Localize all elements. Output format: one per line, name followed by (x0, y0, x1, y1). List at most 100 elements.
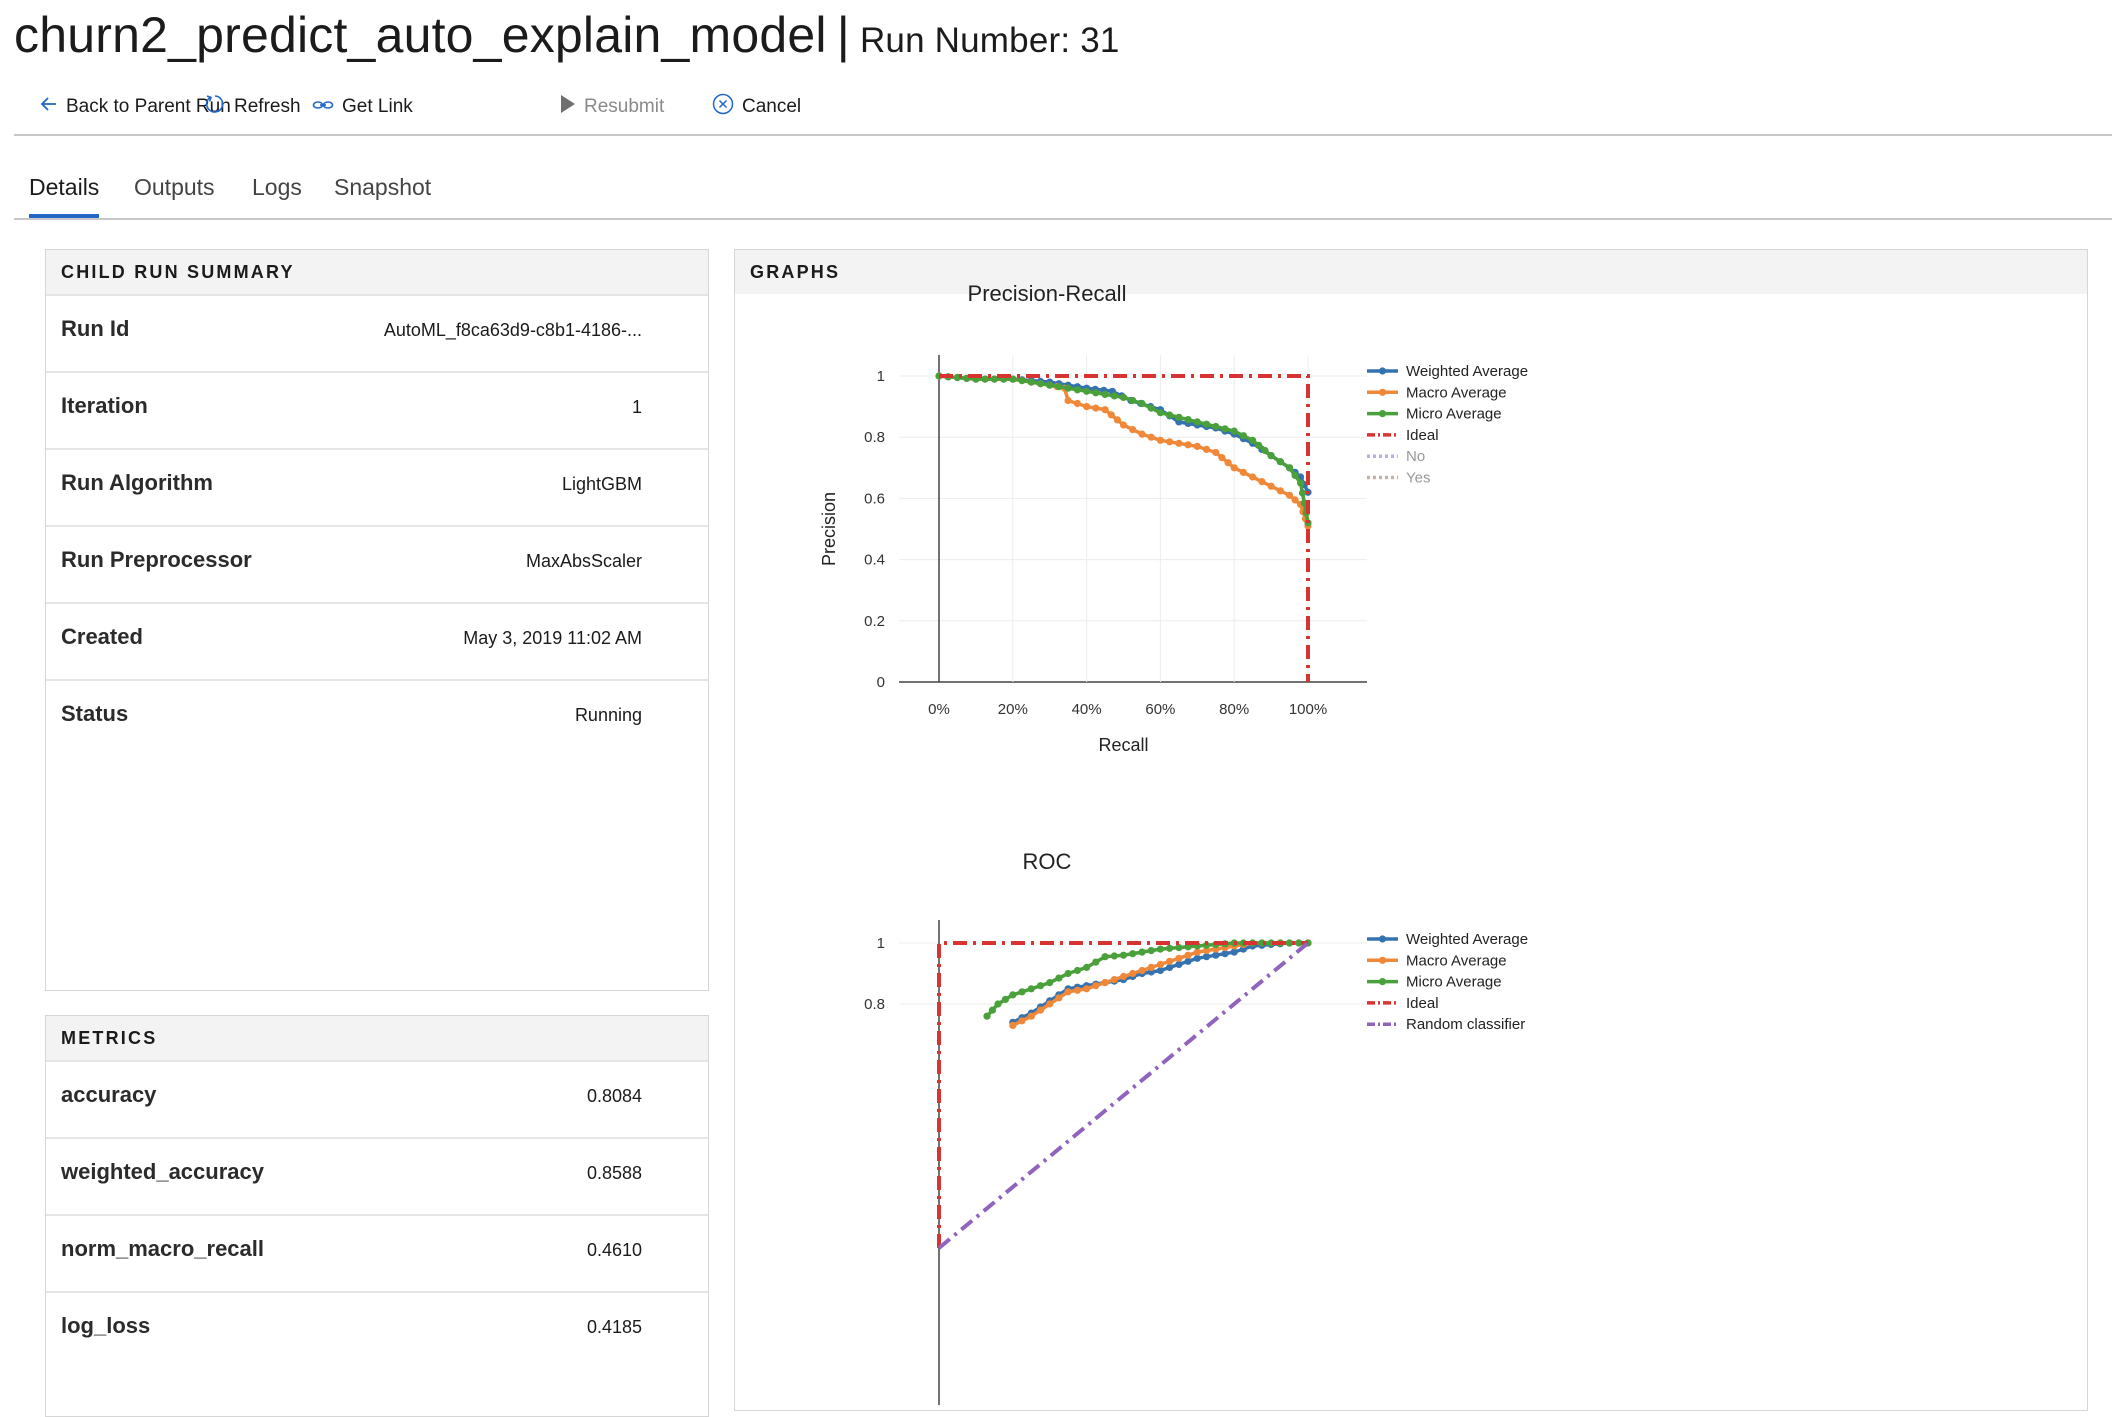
data-point (1239, 468, 1247, 476)
legend-marker (1378, 367, 1387, 375)
metric-row-log-loss: log_loss 0.4185 (46, 1291, 708, 1368)
summary-key: Created (61, 624, 143, 649)
data-point (1202, 941, 1211, 949)
data-point (1221, 425, 1229, 433)
series-line-weighted-average (1012, 941, 1308, 1024)
data-point (1092, 404, 1100, 412)
command-bar: Back to Parent Run Refresh Get Link Resu… (14, 90, 2112, 136)
x-axis-label: Recall (1098, 735, 1148, 755)
data-point (1073, 986, 1081, 994)
refresh-button[interactable]: Refresh (204, 90, 301, 124)
x-tick-label: 80% (1219, 701, 1249, 718)
data-point (1193, 954, 1201, 962)
resubmit-button[interactable]: Resubmit (560, 90, 664, 124)
summary-row-run-preprocessor: Run Preprocessor MaxAbsScaler (46, 525, 708, 602)
data-point (1175, 954, 1183, 962)
legend-marker (1378, 410, 1387, 418)
play-icon (560, 94, 576, 120)
data-point (1276, 458, 1284, 466)
summary-row-run-algorithm: Run Algorithm LightGBM (46, 448, 708, 525)
data-point (1291, 471, 1299, 479)
data-point (1046, 381, 1054, 389)
data-point (1297, 479, 1305, 487)
y-tick-label: 0.8 (864, 429, 885, 446)
refresh-icon (204, 93, 226, 121)
data-point (1055, 974, 1063, 982)
graphs-panel: GRAPHS Precision-Recall 0 0.2 0.4 0.6 0.8 1 0% 2… (734, 249, 2088, 1411)
data-point (1138, 948, 1146, 956)
metric-key: log_loss (61, 1313, 151, 1338)
data-point (1110, 392, 1118, 400)
legend-label: Ideal (1406, 427, 1439, 444)
data-point (1027, 985, 1035, 993)
series-line-ideal (939, 374, 1310, 682)
metrics-title: METRICS (46, 1016, 708, 1060)
data-point (1101, 406, 1109, 414)
data-point (1230, 427, 1238, 435)
data-point (1224, 459, 1232, 467)
legend-label: Micro Average (1406, 974, 1502, 991)
child-run-summary-title: CHILD RUN SUMMARY (46, 250, 708, 294)
summary-key: Status (61, 701, 129, 726)
metric-value: 0.8588 (586, 1163, 642, 1183)
data-point (1147, 947, 1155, 955)
back-to-parent-run-label: Back to Parent Run (66, 96, 231, 117)
data-point (1064, 969, 1072, 978)
back-to-parent-run-button[interactable]: Back to Parent Run (40, 90, 231, 124)
metrics-panel: METRICS accuracy 0.8084 weighted_accurac… (45, 1015, 709, 1417)
metric-row-accuracy: accuracy 0.8084 (46, 1060, 708, 1137)
chart-title: ROC (1023, 849, 1072, 874)
data-point (1036, 380, 1045, 388)
summary-row-created: Created May 3, 2019 11:02 AM (46, 602, 708, 679)
legend-marker (1378, 978, 1387, 986)
link-icon (312, 96, 334, 118)
legend-label: Micro Average (1406, 406, 1502, 423)
summary-key: Iteration (61, 393, 148, 418)
data-point (1113, 416, 1121, 424)
metric-row-norm-macro-recall: norm_macro_recall 0.4610 (46, 1214, 708, 1291)
data-point (1027, 1012, 1035, 1020)
data-point (1083, 403, 1091, 411)
title-separator: | (836, 7, 850, 63)
data-point (1129, 969, 1137, 978)
get-link-button[interactable]: Get Link (312, 90, 413, 124)
data-point (1119, 393, 1128, 401)
data-point (1138, 430, 1146, 438)
refresh-label: Refresh (234, 96, 301, 117)
metric-value: 0.4185 (586, 1317, 642, 1337)
data-point (990, 375, 998, 383)
summary-value: Running (574, 705, 642, 725)
cancel-button[interactable]: Cancel (712, 90, 801, 124)
summary-row-run-id: Run Id AutoML_f8ca63d9-c8b1-4186-... (46, 294, 708, 371)
summary-key: Run Algorithm (61, 470, 213, 495)
legend-label: No (1406, 448, 1425, 465)
data-point (1110, 952, 1118, 960)
data-point (1230, 948, 1238, 956)
x-tick-label: 20% (998, 701, 1028, 718)
tab-details[interactable]: Details (29, 174, 100, 218)
data-point (1166, 411, 1174, 419)
data-point (1193, 442, 1201, 450)
graphs-title: GRAPHS (735, 250, 2087, 294)
data-point (1083, 985, 1091, 993)
data-point (1092, 389, 1100, 397)
data-point (1018, 377, 1026, 385)
data-point (983, 1012, 991, 1020)
data-point (1276, 487, 1284, 495)
data-point (1092, 958, 1100, 966)
tab-logs[interactable]: Logs (252, 174, 302, 200)
data-point (981, 375, 989, 383)
data-point (1175, 960, 1183, 969)
series-line-ideal (937, 941, 1308, 1248)
data-point (1258, 478, 1266, 486)
data-point (1249, 473, 1257, 481)
summary-value: LightGBM (561, 474, 642, 494)
x-tick-label: 60% (1145, 701, 1175, 718)
chart-title: Precision-Recall (968, 281, 1127, 306)
summary-value: MaxAbsScaler (525, 551, 642, 571)
tab-snapshot[interactable]: Snapshot (334, 174, 432, 200)
data-point (1073, 399, 1081, 408)
y-tick-label: 0.4 (864, 552, 885, 569)
tab-outputs[interactable]: Outputs (134, 174, 215, 200)
metric-value: 0.8084 (586, 1086, 642, 1106)
